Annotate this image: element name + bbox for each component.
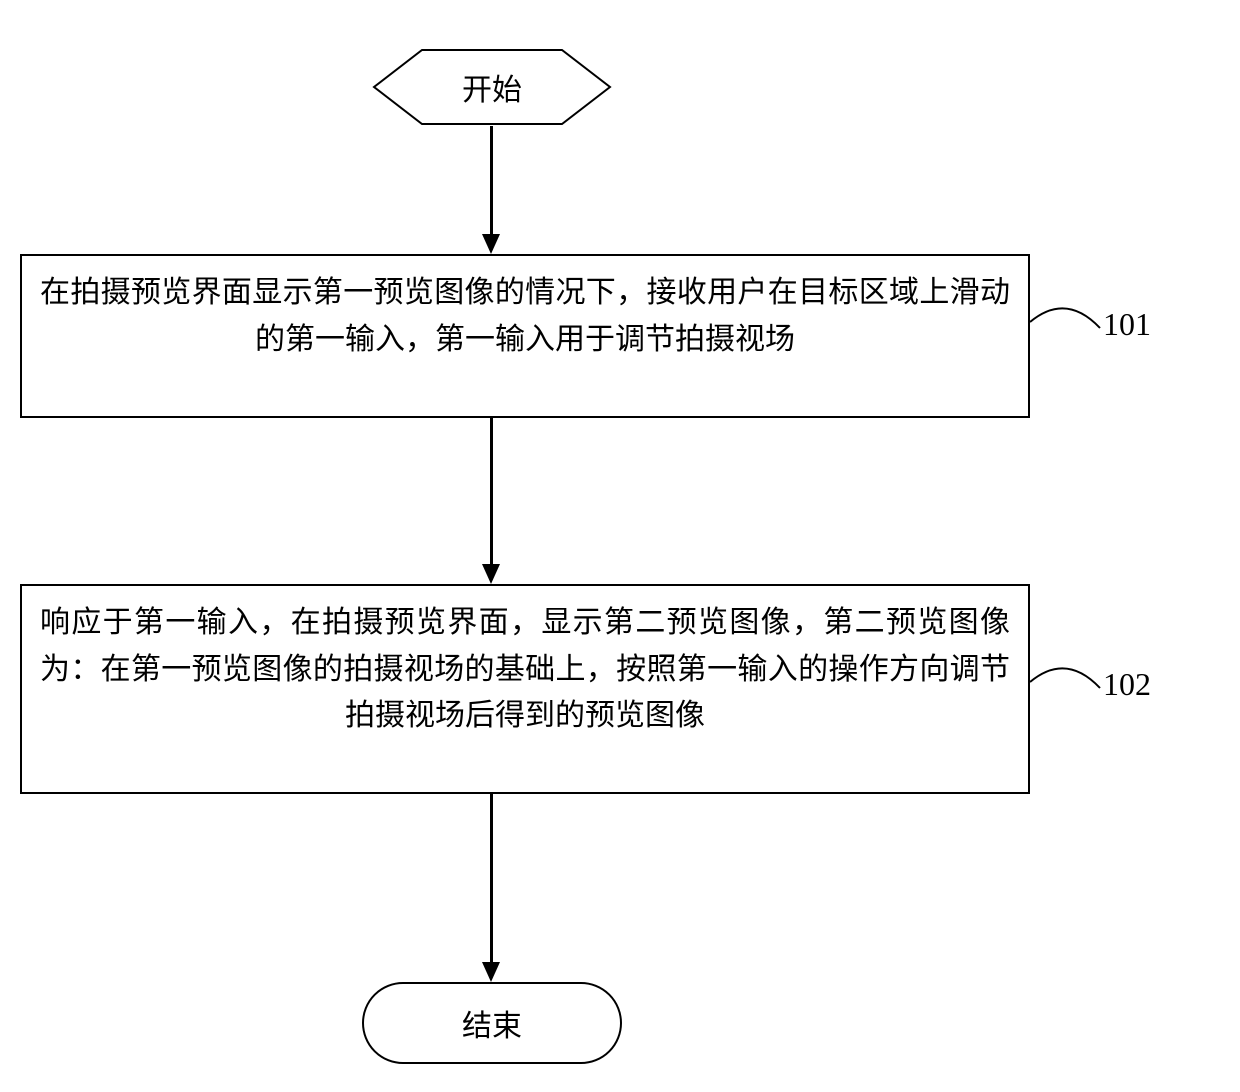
process-101-text: 在拍摄预览界面显示第一预览图像的情况下，接收用户在目标区域上滑动的第一输入，第一… — [40, 276, 1010, 356]
process-101: 在拍摄预览界面显示第一预览图像的情况下，接收用户在目标区域上滑动的第一输入，第一… — [20, 254, 1030, 418]
process-102: 响应于第一输入，在拍摄预览界面，显示第二预览图像，第二预览图像为：在第一预览图像… — [20, 584, 1030, 794]
flowchart-container: 开始 在拍摄预览界面显示第一预览图像的情况下，接收用户在目标区域上滑动的第一输入… — [0, 30, 1240, 1092]
arrow-3-head — [482, 962, 500, 982]
connector-101 — [1028, 300, 1104, 344]
process-102-text: 响应于第一输入，在拍摄预览界面，显示第二预览图像，第二预览图像为：在第一预览图像… — [40, 606, 1010, 732]
arrow-3-line — [490, 794, 493, 964]
arrow-2-line — [490, 418, 493, 566]
label-101: 101 — [1103, 306, 1151, 343]
start-text: 开始 — [372, 48, 612, 126]
end-node: 结束 — [362, 982, 622, 1064]
connector-102 — [1028, 660, 1104, 704]
end-text: 结束 — [462, 1001, 522, 1045]
arrow-2-head — [482, 564, 500, 584]
label-102: 102 — [1103, 666, 1151, 703]
arrow-1-head — [482, 234, 500, 254]
arrow-1-line — [490, 126, 493, 236]
